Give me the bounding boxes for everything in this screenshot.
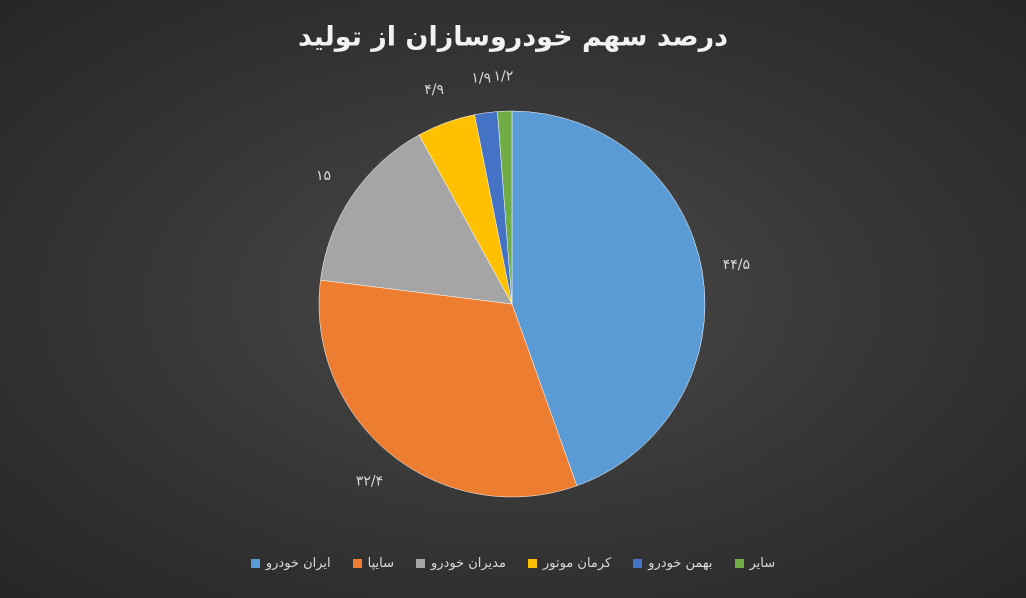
legend-swatch (633, 559, 643, 568)
pie-slice (511, 110, 706, 487)
legend-item: کرمان موتور (527, 556, 612, 571)
legend-item: سایپا (352, 556, 394, 571)
legend-label: مدیران خودرو (431, 556, 506, 571)
legend-swatch (527, 559, 537, 568)
legend-item: ایران خودرو (250, 556, 331, 571)
legend-swatch (734, 559, 744, 568)
data-label: ۴۴/۵ (723, 257, 750, 273)
legend-swatch (250, 559, 260, 568)
legend-item: مدیران خودرو (416, 556, 506, 571)
pie-slice (318, 279, 578, 498)
legend-label: سایر (749, 556, 776, 571)
legend-label: بهمن خودرو (648, 556, 713, 571)
pie-slice (497, 110, 513, 305)
legend-swatch (416, 559, 425, 568)
legend: ایران خودرو سایپا مدیران خودرو کرمان موتور ب… (0, 556, 1026, 571)
legend-label: سایپا (367, 556, 394, 571)
pie-slice (320, 134, 513, 305)
data-label: ۱/۲ (494, 68, 514, 84)
legend-item: بهمن خودرو (633, 556, 713, 571)
legend-swatch (352, 559, 362, 568)
data-label: ۱/۹ (471, 70, 491, 86)
data-label: ۴/۹ (424, 82, 444, 98)
chart-title: درصد سهم خودروسازان از تولید (298, 22, 728, 53)
legend-label: ایران خودرو (265, 556, 331, 571)
legend-label: کرمان موتور (542, 556, 612, 571)
data-label: ۳۲/۴ (356, 474, 383, 490)
legend-item: سایر (734, 556, 776, 571)
data-label: ۱۵ (316, 168, 331, 184)
